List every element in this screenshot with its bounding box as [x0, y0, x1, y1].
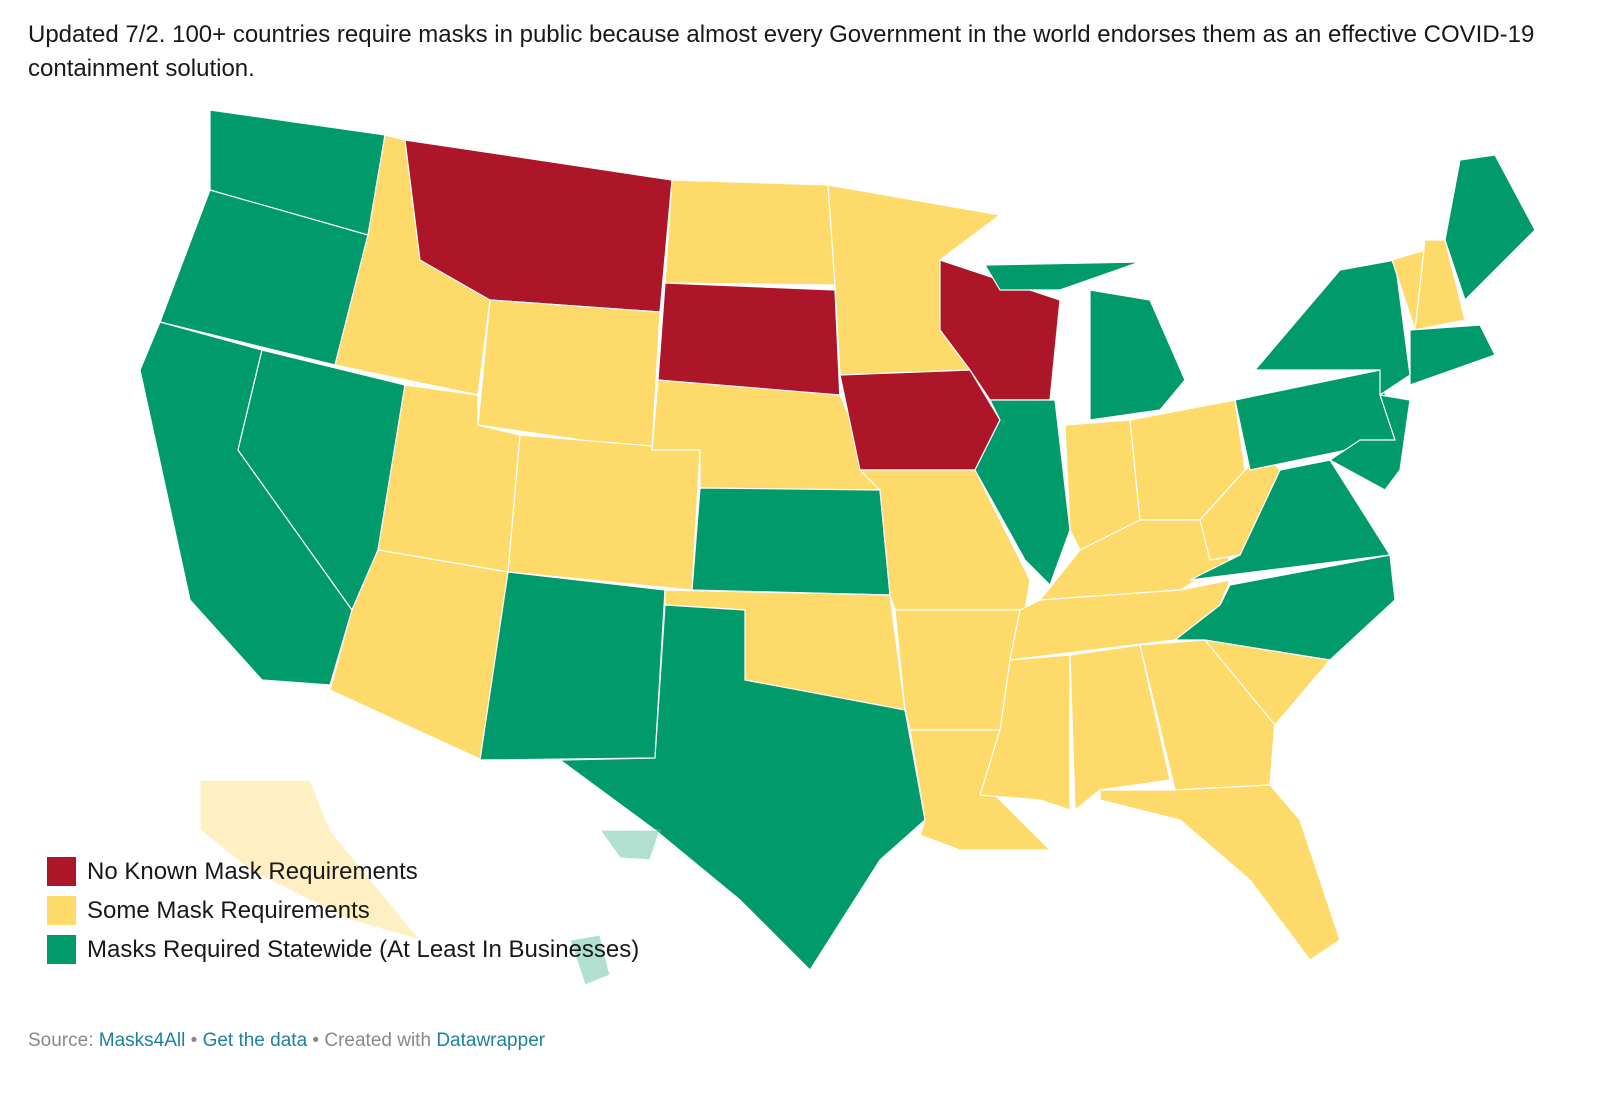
- state: [1174, 554, 1396, 661]
- legend-item: No Known Mask Requirements: [47, 852, 639, 891]
- state: [1329, 394, 1411, 491]
- state: [477, 299, 661, 451]
- state: [199, 779, 421, 941]
- source-label: Source:: [28, 1030, 94, 1051]
- state: [1089, 289, 1186, 421]
- state: [1199, 454, 1281, 561]
- state: [839, 369, 1001, 471]
- title: Updated 7/2. 100+ countries require mask…: [28, 21, 1535, 82]
- separator: •: [312, 1030, 320, 1051]
- footer: Source: Masks4All • Get the data • Creat…: [28, 1030, 545, 1052]
- legend-item: Masks Required Statewide (At Least In Bu…: [47, 930, 639, 969]
- separator: •: [190, 1030, 198, 1051]
- state: [1409, 324, 1496, 386]
- state: [1414, 239, 1466, 331]
- state: [479, 571, 666, 761]
- legend-label: Masks Required Statewide (At Least In Bu…: [87, 935, 640, 963]
- state: [974, 399, 1071, 586]
- state: [1444, 154, 1536, 301]
- legend-label: Some Mask Requirements: [87, 896, 370, 924]
- state: [1099, 784, 1341, 961]
- legend-item: Some Mask Requirements: [47, 891, 639, 930]
- get-data-link[interactable]: Get the data: [202, 1030, 308, 1051]
- created-label: Created with: [324, 1030, 432, 1051]
- state: [691, 487, 891, 596]
- state: [664, 179, 836, 286]
- state: [1069, 644, 1171, 811]
- legend-swatch: [47, 896, 76, 925]
- state: [1189, 459, 1391, 581]
- legend-swatch: [47, 857, 76, 886]
- state: [1254, 259, 1411, 396]
- state: [894, 609, 1021, 731]
- state: [507, 434, 701, 591]
- state: [559, 604, 926, 971]
- state: [984, 261, 1141, 291]
- state: [599, 829, 661, 861]
- legend: No Known Mask Requirements Some Mask Requ…: [47, 852, 639, 969]
- state: [569, 934, 611, 986]
- tool-link[interactable]: Datawrapper: [436, 1030, 546, 1051]
- legend-label: No Known Mask Requirements: [87, 857, 418, 885]
- source-link[interactable]: Masks4All: [98, 1030, 186, 1051]
- state: [1139, 639, 1276, 791]
- state: [329, 549, 509, 761]
- legend-swatch: [47, 935, 76, 964]
